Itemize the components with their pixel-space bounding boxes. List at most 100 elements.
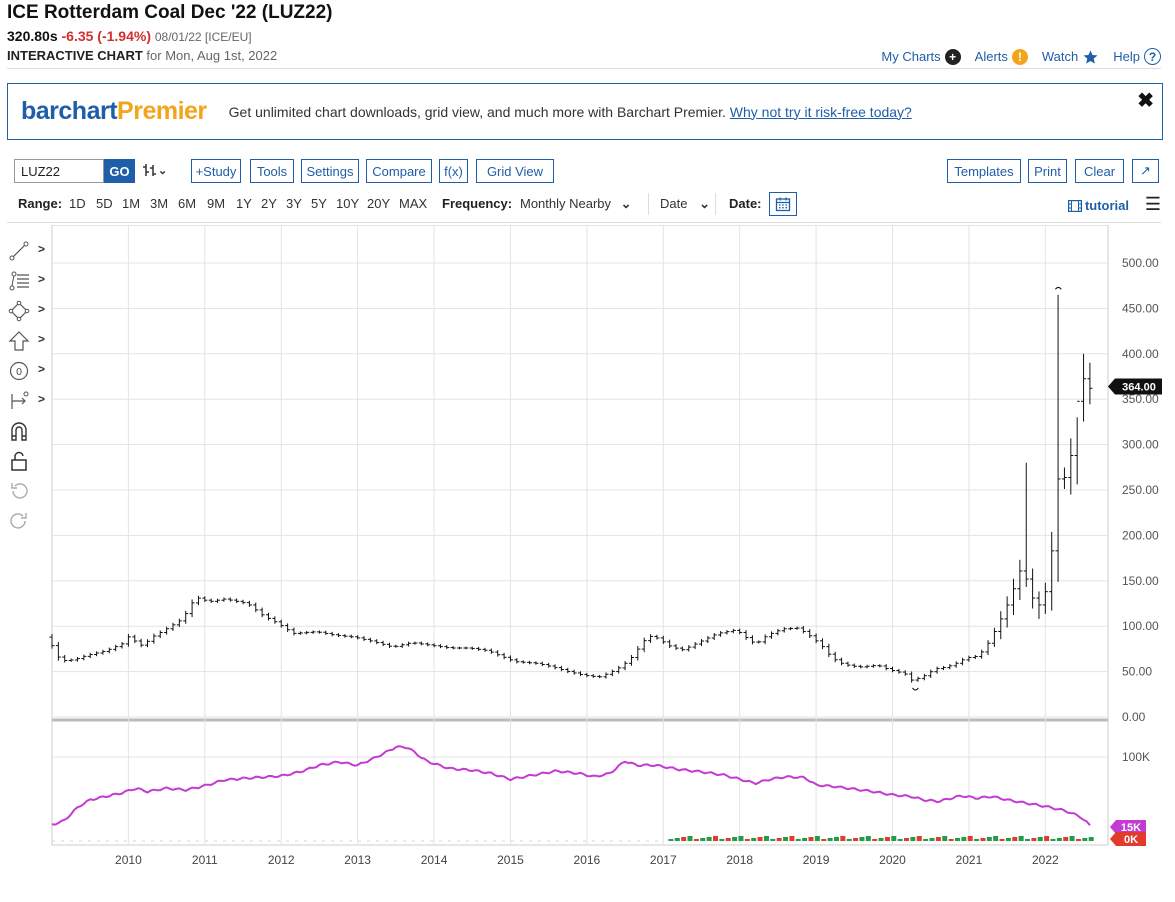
price-tick-label: 150.00 <box>1122 574 1159 588</box>
chart-type-dropdown[interactable]: ⌄ <box>142 161 167 178</box>
range-option-3m[interactable]: 3M <box>150 196 169 211</box>
redo-icon[interactable] <box>8 508 48 534</box>
volume-bar <box>1088 837 1094 841</box>
fib-icon[interactable]: > <box>8 268 48 294</box>
volume-bar <box>783 837 789 841</box>
volume-bar <box>840 836 846 841</box>
tools-button[interactable]: Tools <box>250 159 294 183</box>
range-option-20y[interactable]: 20Y <box>367 196 391 211</box>
fx-button[interactable]: f(x) <box>439 159 468 183</box>
year-tick-label: 2013 <box>344 853 371 867</box>
help-link[interactable]: Help ? <box>1113 48 1161 65</box>
range-option-3y[interactable]: 3Y <box>286 196 302 211</box>
plus-circle-icon: + <box>944 48 961 65</box>
quote-meta: 08/01/22 [ICE/EU] <box>154 30 252 44</box>
volume-bar <box>961 837 967 841</box>
year-tick-label: 2018 <box>726 853 753 867</box>
volume-bar <box>833 837 839 841</box>
alerts-link[interactable]: Alerts ! <box>975 48 1028 65</box>
calendar-icon[interactable] <box>769 192 797 216</box>
close-icon[interactable]: ✖ <box>1137 90 1154 112</box>
divider <box>648 193 649 215</box>
chevron-down-icon: ⌄ <box>699 196 710 211</box>
volume-bar <box>719 839 725 841</box>
volume-bar <box>725 838 731 841</box>
study-button[interactable]: +Study <box>191 159 241 183</box>
chart-date: for Mon, Aug 1st, 2022 <box>146 48 278 63</box>
volume-bar <box>706 837 712 841</box>
go-button[interactable]: GO <box>104 159 135 183</box>
volume-bar <box>1012 837 1018 841</box>
range-option-6m[interactable]: 6M <box>178 196 197 211</box>
volume-bar <box>1044 836 1050 841</box>
symbol-input[interactable] <box>14 159 104 183</box>
price-tick-label: 50.00 <box>1122 665 1152 679</box>
barchart-premier-logo: barchartPremier <box>21 97 207 125</box>
volume-bar <box>980 838 986 841</box>
range-option-1m[interactable]: 1M <box>122 196 141 211</box>
lock-icon[interactable] <box>8 448 48 474</box>
magnet-icon[interactable] <box>8 418 48 444</box>
line-draw-icon[interactable]: > <box>8 238 48 264</box>
range-option-2y[interactable]: 2Y <box>261 196 277 211</box>
range-option-1d[interactable]: 1D <box>69 196 86 211</box>
volume-bar <box>1069 836 1075 841</box>
arrow-icon[interactable]: > <box>8 328 48 354</box>
volume-bar <box>967 836 973 841</box>
last-price: 320.80s <box>7 28 58 44</box>
volume-bar <box>687 836 693 841</box>
grid-view-button[interactable]: Grid View <box>476 159 554 183</box>
tutorial-link[interactable]: tutorial <box>1067 198 1129 213</box>
price-tick-label: 400.00 <box>1122 347 1159 361</box>
compare-button[interactable]: Compare <box>366 159 432 183</box>
watch-link[interactable]: Watch <box>1042 48 1099 65</box>
divider <box>715 193 716 215</box>
volume-bar <box>1031 838 1037 841</box>
year-tick-label: 2012 <box>268 853 295 867</box>
volume-bar <box>763 836 769 841</box>
volume-bar <box>916 836 922 841</box>
year-tick-label: 2022 <box>1032 853 1059 867</box>
volume-bar <box>999 839 1005 841</box>
hamburger-menu-icon[interactable]: ☰ <box>1144 194 1161 214</box>
measure-icon[interactable]: > <box>8 388 48 414</box>
templates-button[interactable]: Templates <box>947 159 1021 183</box>
range-option-9m[interactable]: 9M <box>207 196 226 211</box>
range-option-5d[interactable]: 5D <box>96 196 113 211</box>
expand-icon[interactable]: ↗ <box>1132 159 1159 183</box>
range-option-5y[interactable]: 5Y <box>311 196 327 211</box>
volume-bar <box>1063 837 1069 841</box>
clear-button[interactable]: Clear <box>1075 159 1124 183</box>
volume-bar <box>923 839 929 841</box>
volume-bar <box>846 839 852 841</box>
undo-icon[interactable] <box>8 478 48 504</box>
volume-bar <box>853 838 859 841</box>
volume-bar <box>789 836 795 841</box>
oi-last-label: 15K <box>1121 822 1141 834</box>
year-tick-label: 2019 <box>803 853 830 867</box>
volume-bar <box>942 836 948 841</box>
range-option-1y[interactable]: 1Y <box>236 196 252 211</box>
alert-icon: ! <box>1011 48 1028 65</box>
label-icon[interactable]: 0 > <box>8 358 48 384</box>
volume-bar <box>693 839 699 841</box>
risk-free-link[interactable]: Why not try it risk-free today? <box>729 103 912 120</box>
chevron-down-icon: ⌄ <box>620 196 632 211</box>
price-chart[interactable]: 500.00 450.00 400.00 350.00 300.00 250.00 200.… <box>0 225 1175 885</box>
print-button[interactable]: Print <box>1028 159 1067 183</box>
film-icon <box>1067 199 1082 212</box>
volume-bar <box>668 839 674 841</box>
price-tick-label: 300.00 <box>1122 438 1159 452</box>
settings-button[interactable]: Settings <box>301 159 359 183</box>
range-option-10y[interactable]: 10Y <box>336 196 360 211</box>
volume-bar <box>897 839 903 841</box>
price-tick-label: 350.00 <box>1122 392 1159 406</box>
range-option-max[interactable]: MAX <box>399 196 428 211</box>
my-charts-link[interactable]: My Charts + <box>881 48 961 65</box>
divider <box>7 222 1161 223</box>
frequency-select[interactable]: Monthly Nearby ⌄ <box>520 196 632 211</box>
divider <box>7 68 1161 69</box>
date-type-select[interactable]: Date ⌄ <box>660 196 710 211</box>
year-tick-label: 2011 <box>192 853 218 867</box>
shape-icon[interactable]: > <box>8 298 48 324</box>
